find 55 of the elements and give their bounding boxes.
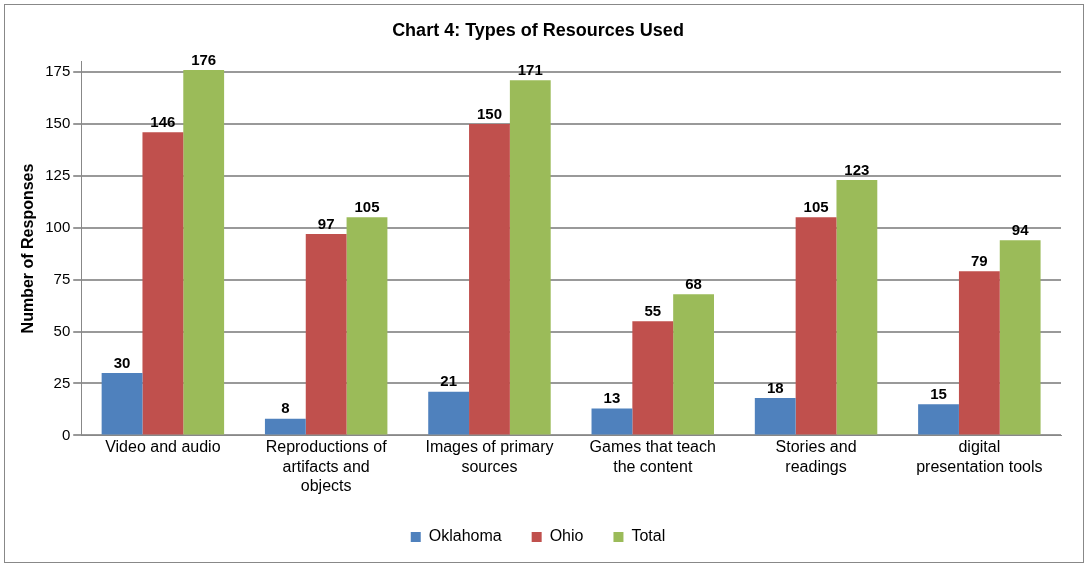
bar: [754, 398, 796, 435]
bar: [101, 373, 143, 435]
legend-label: Oklahoma: [428, 527, 502, 545]
data-label: 18: [766, 378, 784, 396]
y-tick-label: 175: [45, 62, 71, 80]
y-tick-label: 25: [53, 373, 71, 391]
y-tick-label: 0: [61, 425, 71, 443]
bar: [264, 418, 306, 435]
bar: [428, 391, 470, 435]
data-label: 79: [971, 251, 988, 269]
data-label: 94: [1011, 220, 1030, 238]
bar: [509, 80, 551, 435]
bar: [591, 408, 633, 435]
data-label: 55: [644, 301, 662, 319]
y-axis-title: Number of Responses: [19, 163, 37, 334]
data-label: 30: [113, 353, 131, 371]
bar: [346, 217, 388, 435]
data-label: 105: [354, 197, 380, 215]
bar: [836, 179, 878, 435]
data-label: 97: [317, 214, 335, 232]
data-label: 68: [685, 274, 702, 292]
bar: [142, 132, 184, 435]
bar: [958, 271, 1000, 435]
chart-title: Chart 4: Types of Resources Used: [392, 19, 684, 40]
legend-label: Ohio: [549, 527, 584, 545]
data-label: 176: [191, 50, 217, 68]
data-label: 146: [150, 112, 176, 130]
data-label: 105: [803, 197, 829, 215]
y-tick-label: 100: [45, 217, 71, 235]
bar: [183, 69, 225, 435]
bar: [795, 217, 837, 435]
data-label: 8: [281, 399, 290, 417]
bar: [673, 294, 714, 435]
x-tick-label: Reproductions of artifacts and objects: [265, 438, 388, 494]
y-tick-label: 125: [45, 165, 71, 183]
data-label: 21: [440, 372, 457, 390]
y-tick-label: 50: [53, 321, 71, 339]
data-label: 13: [603, 389, 621, 407]
x-tick-label: Images of primary sources: [425, 438, 554, 475]
bar: [469, 123, 510, 435]
bar: [999, 240, 1041, 435]
bar: [305, 233, 347, 435]
data-label: 150: [476, 104, 502, 122]
legend-label: Total: [631, 527, 666, 545]
bar: [632, 321, 674, 435]
y-tick-label: 75: [53, 269, 71, 287]
data-label: 15: [930, 384, 947, 402]
x-tick-label: Video and audio: [105, 438, 221, 456]
data-label: 123: [844, 160, 870, 178]
x-tick-label: Games that teach the content: [589, 438, 716, 475]
x-tick-label: Stories and readings: [775, 438, 857, 475]
x-tick-label: digital presentation tools: [916, 438, 1043, 475]
data-label: 171: [517, 60, 543, 78]
y-tick-label: 150: [45, 114, 71, 132]
bar: [918, 404, 959, 435]
